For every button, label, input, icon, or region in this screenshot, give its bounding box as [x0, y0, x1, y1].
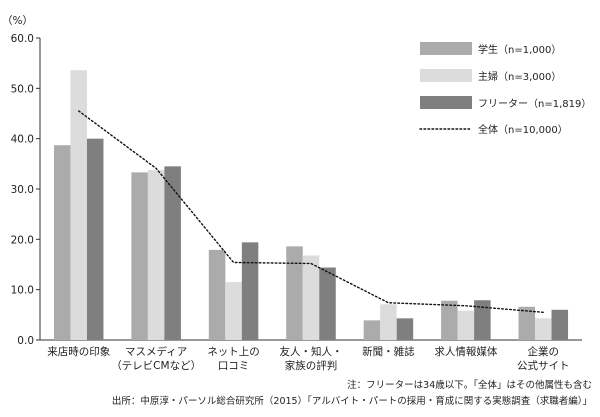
bar — [396, 318, 414, 340]
bar — [363, 320, 381, 340]
y-unit-label: （%） — [2, 15, 33, 27]
x-tick-label: 求人情報媒体 — [434, 345, 497, 358]
y-tick-label: 30.0 — [11, 184, 34, 196]
y-tick-label: 50.0 — [11, 83, 34, 95]
bar — [208, 249, 226, 340]
x-tick-label: 企業の公式サイト — [517, 345, 570, 372]
bar — [457, 310, 475, 340]
bar — [380, 304, 397, 340]
bar — [474, 300, 491, 340]
legend: 学生（n=1,000） 主婦（n=3,000） フリーター（n=1,819） 全体（n… — [419, 42, 591, 136]
legend-swatch — [420, 69, 472, 82]
x-tick-label: 来店時の印象 — [47, 345, 110, 358]
x-tick-label: ネット上の口コミ — [207, 346, 260, 372]
bars — [53, 70, 569, 341]
bar — [70, 70, 87, 341]
y-tick-label: 10.0 — [11, 285, 34, 297]
bar — [286, 246, 303, 340]
bar — [53, 145, 71, 340]
overall-series-line — [78, 110, 544, 314]
bar — [147, 169, 165, 340]
bar — [551, 309, 569, 340]
bar — [302, 255, 320, 340]
footnote: 注：フリーターは34歳以下。「全体」はその他属性も含む — [347, 380, 592, 391]
bar — [164, 166, 181, 340]
legend-swatch — [420, 96, 472, 109]
legend-label: 主婦（n=3,000） — [478, 71, 561, 83]
x-tick-label: 友人・知人・家族の評判 — [280, 345, 343, 372]
y-tick-label: 40.0 — [11, 134, 34, 146]
y-tick-label: 20.0 — [11, 234, 34, 246]
bar — [241, 242, 259, 340]
bar — [225, 282, 242, 340]
x-tick-label: マスメディア（テレビCMなど） — [111, 345, 201, 372]
bar — [518, 306, 536, 340]
bar — [535, 318, 552, 340]
bar — [441, 300, 458, 340]
x-tick-label: 新聞・雑誌 — [362, 345, 415, 358]
legend-label: 全体（n=10,000） — [478, 123, 568, 136]
source-note: 出所：中原淳・パーソル総合研究所（2015）「アルバイト・パートの採用・育成に関… — [111, 396, 592, 407]
bar — [131, 172, 148, 340]
legend-label: 学生（n=1,000） — [478, 43, 561, 56]
legend-swatch — [420, 42, 472, 55]
overall-line — [78, 110, 544, 314]
bar — [86, 138, 104, 340]
bar — [319, 267, 336, 340]
x-axis-labels: 来店時の印象 マスメディア（テレビCMなど）ネット上の口コミ友人・知人・家族の評判… — [47, 345, 569, 372]
legend-label: フリーター（n=1,819） — [478, 98, 591, 110]
y-tick-label: 60.0 — [11, 33, 34, 45]
y-tick-label: 0.0 — [17, 335, 34, 347]
